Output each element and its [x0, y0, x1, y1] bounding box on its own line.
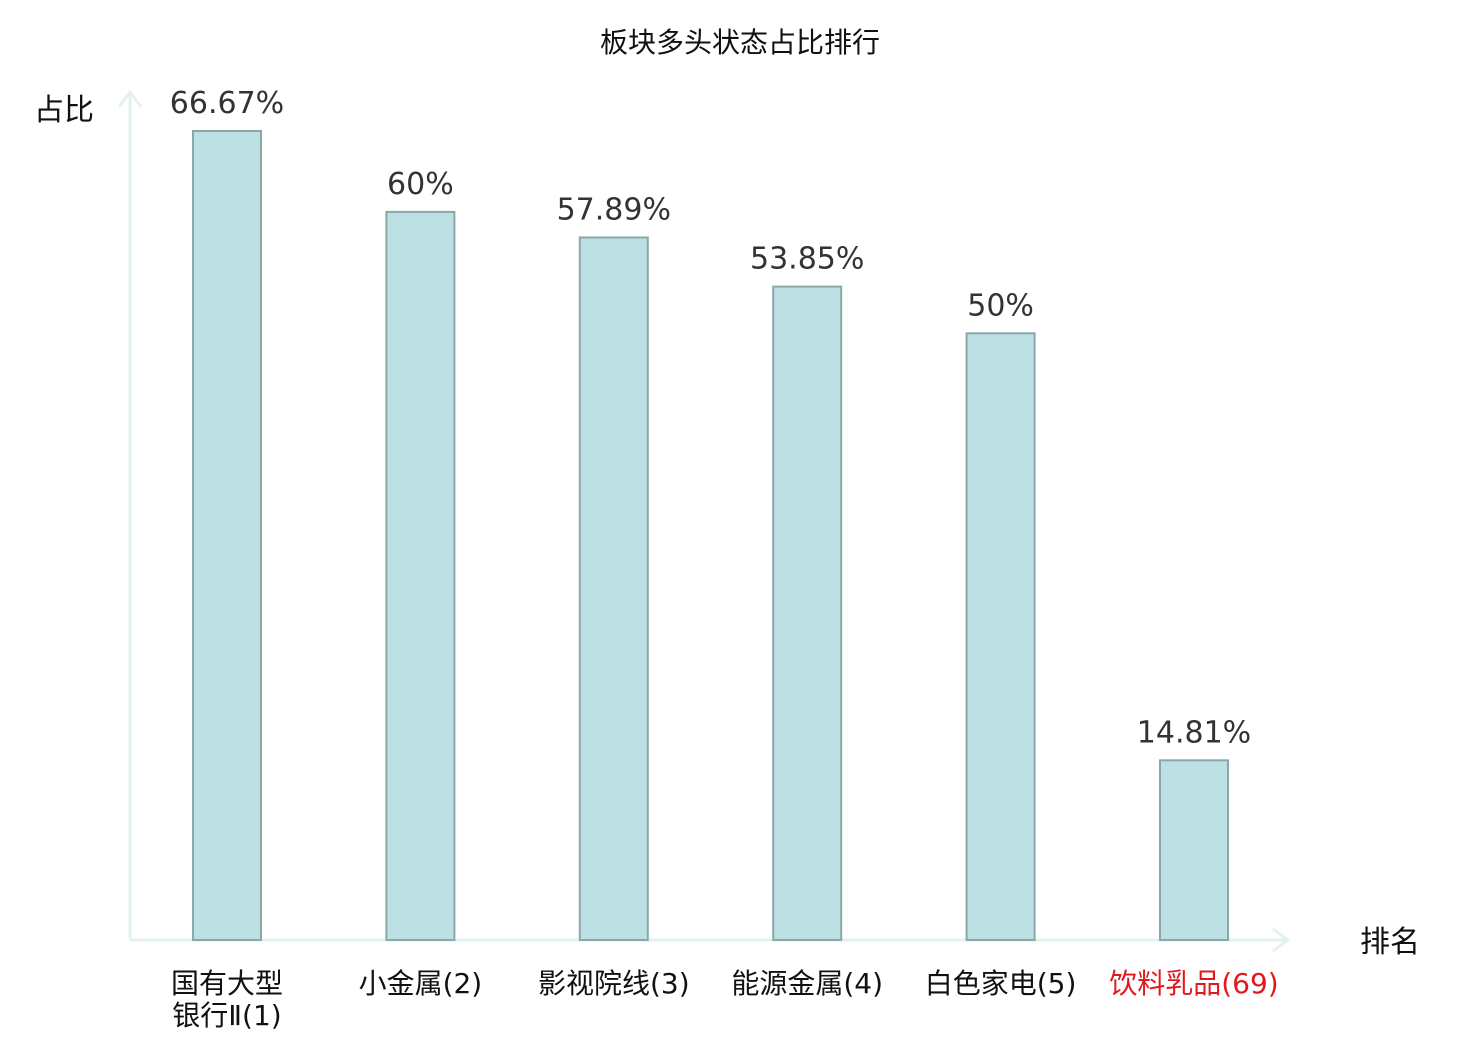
category-label-3: 影视院线(3) [538, 967, 690, 1000]
y-axis-arrow-icon [117, 89, 143, 108]
bar-1 [192, 130, 262, 941]
value-label-1: 66.67% [170, 86, 284, 121]
bar-2 [385, 210, 456, 941]
category-label-2: 小金属(2) [359, 967, 483, 1000]
bar-5 [965, 332, 1036, 941]
bars-group [192, 130, 1229, 942]
category-label-4: 能源金属(4) [731, 967, 883, 1000]
bar-4 [772, 285, 843, 942]
chart-title: 板块多头状态占比排行 [600, 26, 880, 59]
value-label-4: 53.85% [750, 242, 864, 277]
value-label-3: 57.89% [557, 193, 671, 228]
value-label-2: 60% [387, 167, 454, 202]
value-label-6: 14.81% [1137, 715, 1251, 750]
value-labels-group: 66.67% 60% 57.89% 53.85% 50% 14.81% [170, 86, 1251, 750]
category-label-1-line-2: 银行Ⅱ(1) [172, 999, 281, 1032]
value-label-5: 50% [967, 288, 1034, 323]
bar-6 [1159, 759, 1229, 941]
category-label-6: 饮料乳品(69) [1109, 967, 1278, 1000]
y-axis-label: 占比 [34, 93, 94, 128]
x-axis-label: 排名 [1360, 925, 1420, 960]
category-label-5: 白色家电(5) [925, 967, 1077, 1000]
x-axis-arrow-icon [1272, 927, 1291, 953]
category-label-1-line-1: 国有大型 [171, 967, 283, 1000]
bar-3 [578, 236, 649, 941]
